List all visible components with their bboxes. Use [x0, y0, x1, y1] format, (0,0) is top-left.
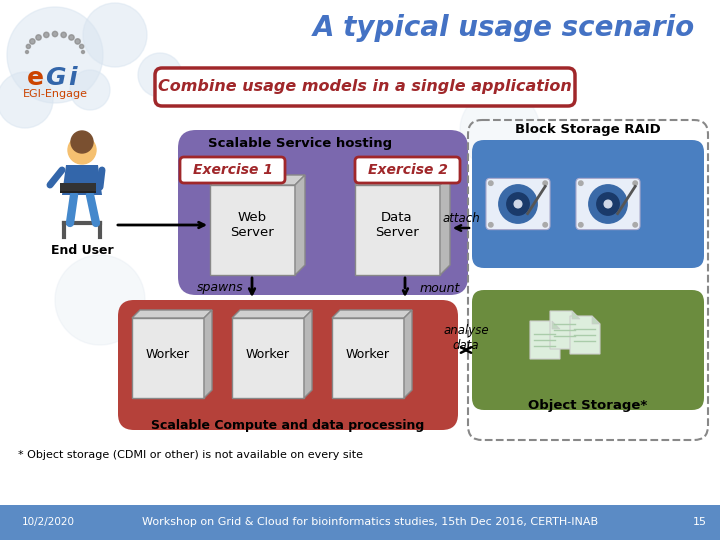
Polygon shape — [62, 165, 102, 195]
Circle shape — [81, 51, 84, 53]
Text: Block Storage RAID: Block Storage RAID — [515, 124, 661, 137]
Circle shape — [68, 136, 96, 164]
Text: 10/2/2020: 10/2/2020 — [22, 517, 74, 527]
Polygon shape — [440, 175, 450, 275]
Polygon shape — [404, 310, 412, 398]
Text: A typical usage scenario: A typical usage scenario — [312, 14, 695, 42]
Circle shape — [604, 200, 612, 208]
Polygon shape — [550, 311, 580, 349]
Circle shape — [30, 39, 35, 44]
Bar — [232, 318, 304, 398]
Circle shape — [25, 51, 29, 53]
Circle shape — [597, 193, 619, 215]
Text: Scalable Service hosting: Scalable Service hosting — [208, 137, 392, 150]
Circle shape — [499, 185, 537, 223]
Text: Worker: Worker — [346, 348, 390, 361]
Polygon shape — [132, 310, 212, 318]
Bar — [355, 185, 440, 275]
FancyBboxPatch shape — [355, 157, 460, 183]
Text: G: G — [45, 66, 66, 90]
Circle shape — [55, 255, 145, 345]
Circle shape — [543, 222, 547, 227]
Polygon shape — [592, 316, 600, 324]
Text: attach: attach — [442, 212, 480, 225]
Circle shape — [138, 53, 182, 97]
Bar — [60, 183, 96, 191]
Circle shape — [71, 131, 93, 153]
Text: Object Storage*: Object Storage* — [528, 399, 647, 411]
Circle shape — [579, 181, 583, 185]
Polygon shape — [204, 310, 212, 398]
Polygon shape — [572, 311, 580, 319]
Text: EGI-Engage: EGI-Engage — [22, 89, 88, 99]
Text: End User: End User — [50, 244, 113, 256]
Polygon shape — [210, 175, 305, 185]
Text: analyse
data: analyse data — [444, 324, 489, 352]
Circle shape — [53, 31, 58, 37]
FancyBboxPatch shape — [472, 140, 704, 268]
FancyBboxPatch shape — [155, 68, 575, 106]
FancyBboxPatch shape — [472, 290, 704, 410]
Text: e: e — [27, 66, 43, 90]
Circle shape — [70, 70, 110, 110]
Circle shape — [305, 145, 415, 255]
Bar — [210, 185, 295, 275]
Text: Worker: Worker — [246, 348, 290, 361]
Text: mount: mount — [420, 281, 460, 294]
Circle shape — [83, 3, 147, 67]
Circle shape — [68, 35, 74, 40]
Circle shape — [507, 193, 529, 215]
Polygon shape — [304, 310, 312, 398]
Circle shape — [489, 181, 493, 185]
FancyBboxPatch shape — [576, 178, 640, 230]
FancyBboxPatch shape — [486, 178, 550, 230]
Polygon shape — [530, 321, 560, 359]
Circle shape — [0, 72, 53, 128]
Text: Workshop on Grid & Cloud for bioinformatics studies, 15th Dec 2016, CERTH-INAB: Workshop on Grid & Cloud for bioinformat… — [142, 517, 598, 527]
Text: Exercise 1: Exercise 1 — [193, 163, 273, 177]
Polygon shape — [552, 321, 560, 329]
Circle shape — [514, 200, 522, 208]
Circle shape — [543, 181, 547, 185]
Circle shape — [61, 32, 66, 38]
Circle shape — [633, 181, 637, 185]
Circle shape — [44, 32, 49, 38]
Circle shape — [79, 44, 84, 49]
Circle shape — [7, 7, 103, 103]
Polygon shape — [295, 175, 305, 275]
Circle shape — [75, 39, 81, 44]
Bar — [0, 505, 720, 540]
FancyBboxPatch shape — [178, 130, 468, 295]
Text: Web
Server: Web Server — [230, 211, 274, 239]
Text: Worker: Worker — [146, 348, 190, 361]
Text: Exercise 2: Exercise 2 — [368, 163, 448, 177]
Circle shape — [633, 222, 637, 227]
Circle shape — [26, 44, 30, 49]
Polygon shape — [570, 316, 600, 354]
Polygon shape — [232, 310, 312, 318]
Text: Scalable Compute and data processing: Scalable Compute and data processing — [151, 418, 425, 431]
Bar — [132, 318, 204, 398]
Text: * Object storage (CDMI or other) is not available on every site: * Object storage (CDMI or other) is not … — [18, 450, 363, 460]
Circle shape — [579, 222, 583, 227]
Text: i: i — [68, 66, 77, 90]
Text: 15: 15 — [693, 517, 707, 527]
Circle shape — [589, 185, 627, 223]
Bar — [60, 191, 96, 193]
Circle shape — [489, 222, 493, 227]
Polygon shape — [355, 175, 450, 185]
Polygon shape — [332, 310, 412, 318]
Bar — [332, 318, 404, 398]
FancyBboxPatch shape — [118, 300, 458, 430]
FancyBboxPatch shape — [180, 157, 285, 183]
Text: Combine usage models in a single application: Combine usage models in a single applica… — [158, 79, 572, 94]
Text: spawns: spawns — [197, 281, 243, 294]
Circle shape — [460, 90, 540, 170]
Circle shape — [36, 35, 41, 40]
Text: Data
Server: Data Server — [375, 211, 419, 239]
